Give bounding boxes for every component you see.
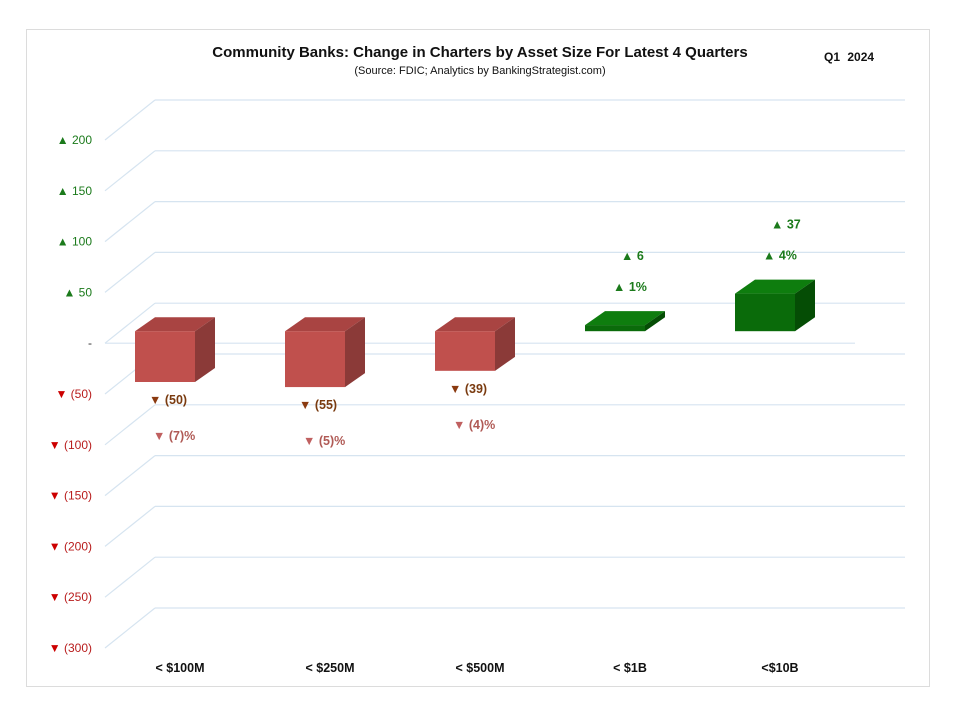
bar-5 [735, 279, 815, 332]
value-label: ▲ 37 [771, 218, 801, 232]
y-tick-label: ▼ (200) [49, 539, 92, 553]
bar-side-face [795, 279, 815, 332]
y-tick-label: ▲ 100 [57, 235, 93, 249]
value-label: ▲ 6 [621, 249, 644, 263]
gridline-diagonal [104, 201, 156, 243]
y-tick-label: ▼ (100) [49, 438, 92, 452]
y-tick-label: ▼ (300) [49, 641, 92, 655]
category-label: < $500M [456, 661, 505, 675]
x-axis: < $100M < $250M < $500M < $1B <$10B [156, 661, 799, 675]
chart-title: Community Banks: Change in Charters by A… [212, 44, 748, 61]
gridline-diagonal [104, 455, 156, 497]
percent-label: ▲ 4% [763, 249, 797, 263]
percent-label: ▼ (4)% [453, 418, 495, 432]
gridline-diagonal [104, 150, 156, 192]
category-label: < $100M [156, 661, 205, 675]
value-label: ▼ (50) [149, 393, 187, 407]
percent-label: ▼ (7)% [153, 429, 195, 443]
y-tick-label: ▼ (50) [55, 387, 92, 401]
category-label: <$10B [761, 661, 798, 675]
data-labels: ▼ (50) ▼ (7)% ▼ (55) ▼ (5)% ▼ (39) ▼ (4)% ▲ 1%… [149, 218, 801, 448]
value-label: ▼ (39) [449, 382, 487, 396]
bar-front-face [735, 293, 795, 332]
percent-label: ▲ 1% [613, 280, 647, 294]
y-tick-label: ▲ 150 [57, 184, 93, 198]
bars [135, 279, 815, 388]
bar-2 [285, 317, 365, 388]
bar-side-face [345, 317, 365, 388]
bar-side-face [195, 317, 215, 382]
gridline-diagonal [104, 505, 156, 547]
y-tick-label: ▲ 200 [57, 133, 93, 147]
y-tick-label: - [88, 336, 92, 350]
bar-side-face [495, 317, 515, 371]
bar-top-face [135, 317, 215, 332]
bar-top-face [435, 317, 515, 332]
bar-front-face [585, 325, 645, 332]
chart-period: Q1 2024 [824, 50, 875, 64]
gridline-diagonal [104, 251, 156, 293]
category-label: < $250M [306, 661, 355, 675]
bar-front-face [135, 331, 195, 382]
gridlines [104, 99, 905, 649]
gridline-diagonal [104, 556, 156, 598]
bar-top-face [285, 317, 365, 332]
chart-frame [26, 29, 930, 687]
bar-front-face [285, 331, 345, 388]
bar-4 [585, 311, 665, 332]
bar-top-face [585, 311, 665, 326]
bar-front-face [435, 331, 495, 371]
bar-1 [135, 317, 215, 382]
gridline-diagonal [104, 404, 156, 446]
bar-3 [435, 317, 515, 371]
y-axis: ▲ 200 ▲ 150 ▲ 100 ▲ 50 - ▼ (50) ▼ (100) ▼ (150)… [49, 133, 93, 655]
category-label: < $1B [613, 661, 647, 675]
gridline-diagonal [104, 302, 156, 344]
bar-side-face [645, 311, 665, 332]
y-tick-label: ▼ (150) [49, 489, 92, 503]
bar-top-face [735, 279, 815, 294]
y-tick-label: ▲ 50 [63, 285, 92, 299]
percent-label: ▼ (5)% [303, 434, 345, 448]
value-label: ▼ (55) [299, 398, 337, 412]
gridline-diagonal [104, 99, 156, 141]
y-tick-label: ▼ (250) [49, 590, 92, 604]
chart-subtitle: (Source: FDIC; Analytics by BankingStrat… [354, 65, 606, 77]
gridline-diagonal [104, 607, 156, 649]
